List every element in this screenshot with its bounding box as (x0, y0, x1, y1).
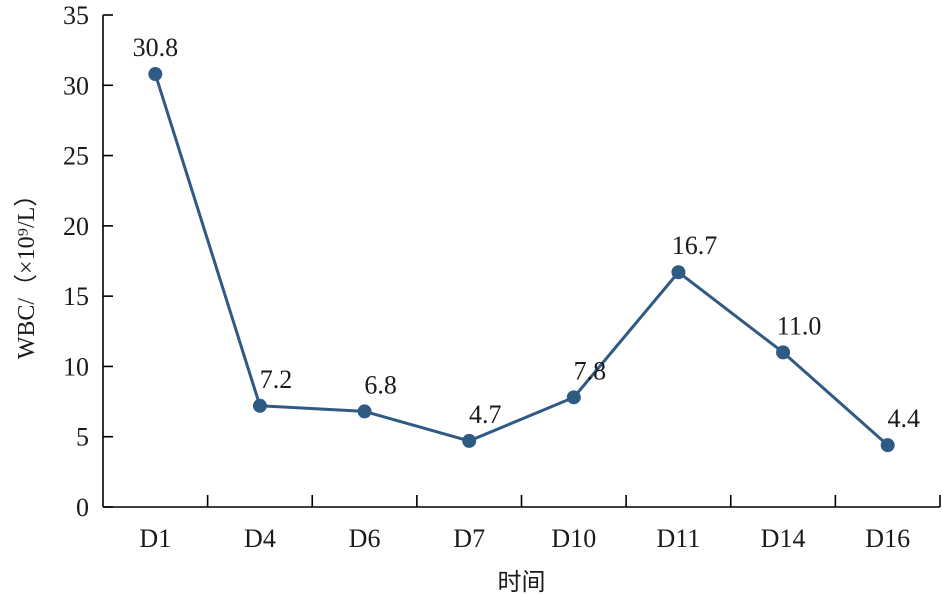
y-tick-label: 0 (76, 493, 89, 522)
x-tick-label: D10 (551, 524, 596, 553)
y-tick-label: 25 (63, 142, 89, 171)
y-axis-title: WBC/（×10⁹/L） (14, 183, 40, 360)
data-label: 7.2 (260, 365, 293, 394)
data-point (462, 433, 477, 448)
data-point (671, 265, 686, 280)
data-point (880, 438, 895, 453)
axes (102, 15, 941, 508)
data-point (776, 345, 791, 360)
y-tick-label: 15 (63, 282, 89, 311)
y-tick-label: 5 (76, 423, 89, 452)
x-tick-label: D1 (139, 524, 171, 553)
data-point (252, 398, 267, 413)
data-point (566, 390, 581, 405)
x-tick-label: D7 (453, 524, 485, 553)
x-tick-label: D4 (244, 524, 276, 553)
y-tick-label: 20 (63, 212, 89, 241)
data-point (148, 67, 163, 82)
data-label: 30.8 (133, 33, 179, 62)
data-label: 4.7 (469, 400, 502, 429)
y-tick-label: 30 (63, 71, 89, 100)
data-label: 4.4 (887, 404, 920, 433)
data-label: 7.8 (574, 356, 607, 385)
x-axis-title: 时间 (498, 569, 546, 595)
x-tick-label: D14 (761, 524, 806, 553)
data-label: 11.0 (777, 311, 822, 340)
x-ticks: D1 D4 D6 D7 D10 D11 D14 D16 (139, 495, 910, 553)
series-line (153, 73, 889, 447)
series-group: 30.8 7.2 6.8 4.7 7.8 16.7 11.0 4.4 (133, 33, 920, 453)
data-point (357, 404, 372, 419)
x-tick-label: D11 (657, 524, 701, 553)
y-tick-label: 35 (63, 1, 89, 30)
x-tick-label: D6 (349, 524, 381, 553)
x-tick-label: D16 (865, 524, 910, 553)
data-label: 16.7 (672, 231, 718, 260)
y-tick-label: 10 (63, 352, 89, 381)
data-label: 6.8 (364, 370, 397, 399)
y-ticks: 0 5 10 15 20 25 30 35 (63, 1, 113, 522)
